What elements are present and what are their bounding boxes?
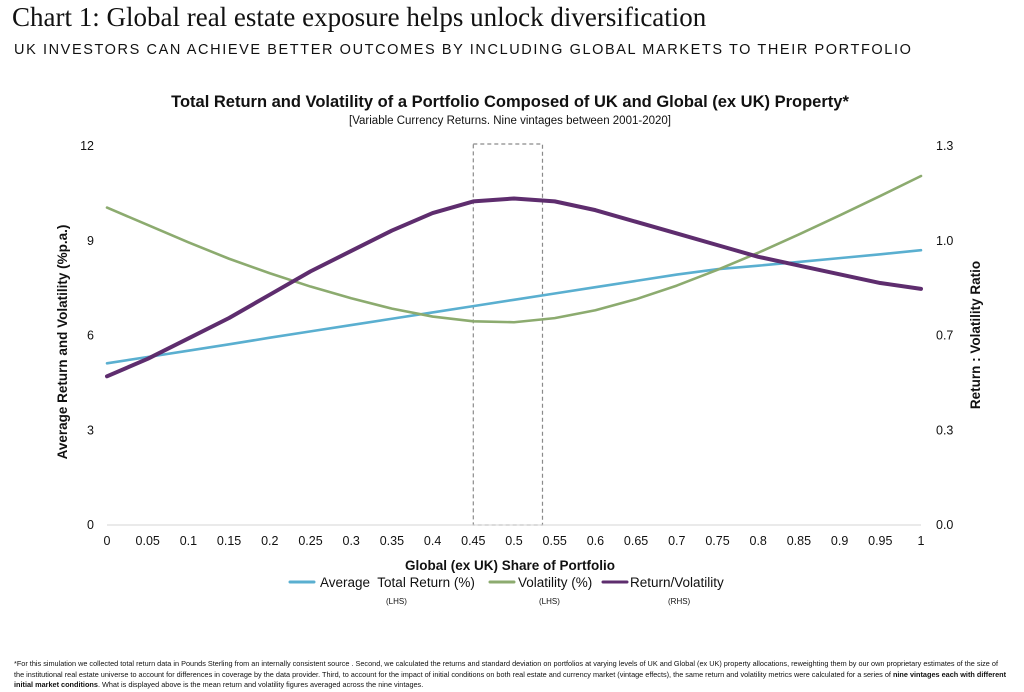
x-tick-label: 0.8: [750, 534, 767, 548]
chart: Total Return and Volatility of a Portfol…: [55, 93, 983, 606]
page-title: Chart 1: Global real estate exposure hel…: [12, 2, 707, 32]
legend: Average Total Return (%) (LHS) Volatilit…: [288, 575, 724, 606]
y-axis-label-left: Average Return and Volatility (%p.a.): [55, 225, 70, 460]
chart-subtitle: [Variable Currency Returns. Nine vintage…: [349, 115, 671, 127]
y-tick-label-right: 1.0: [936, 234, 953, 248]
legend-label-volatility: Volatility (%): [518, 575, 592, 590]
legend-label-total-return: Average Total Return (%): [320, 575, 475, 590]
footnote-bold: nine vintages each with different initia…: [14, 669, 1007, 690]
y-tick-label-left: 3: [87, 423, 94, 437]
footnote-text-1: *For this simulation we collected total …: [14, 659, 998, 679]
chart-title: Total Return and Volatility of a Portfol…: [171, 93, 849, 111]
x-tick-label: 0.45: [461, 534, 485, 548]
legend-note-return-volatility: (RHS): [668, 597, 691, 606]
legend-note-total-return: (LHS): [386, 597, 407, 606]
y-tick-label-left: 6: [87, 329, 94, 343]
x-tick-label: 0.95: [868, 534, 892, 548]
x-tick-label: 0.2: [261, 534, 278, 548]
x-tick-label: 0: [104, 534, 111, 548]
x-tick-label: 1: [918, 534, 925, 548]
y-tick-label-right: 0.7: [936, 329, 953, 343]
legend-label-return-volatility: Return/Volatility: [630, 575, 724, 590]
x-tick-label: 0.7: [668, 534, 685, 548]
y-tick-label-right: 1.3: [936, 139, 953, 153]
x-tick-label: 0.85: [787, 534, 811, 548]
x-tick-label: 0.9: [831, 534, 848, 548]
page-subtitle: UK INVESTORS CAN ACHIEVE BETTER OUTCOMES…: [14, 42, 913, 58]
y-axis-label-right: Return : Volatility Ratio: [968, 261, 983, 409]
x-tick-label: 0.05: [136, 534, 160, 548]
y-tick-label-left: 0: [87, 518, 94, 532]
x-tick-label: 0.25: [298, 534, 322, 548]
y-tick-label-right: 0.3: [936, 423, 953, 437]
x-tick-label: 0.15: [217, 534, 241, 548]
x-tick-label: 0.3: [343, 534, 360, 548]
legend-item-volatility: Volatility (%) (LHS): [488, 575, 592, 606]
footnote-text-2: . What is displayed above is the mean re…: [97, 680, 424, 689]
legend-note-volatility: (LHS): [539, 597, 560, 606]
x-tick-label: 0.75: [705, 534, 729, 548]
series-line-return-volatility: [105, 196, 923, 379]
series-line-volatility: [105, 174, 923, 324]
legend-item-return-volatility: Return/Volatility (RHS): [601, 575, 724, 606]
x-axis-label: Global (ex UK) Share of Portfolio: [405, 558, 615, 573]
x-tick-label: 0.55: [543, 534, 567, 548]
y-tick-label-right: 0.0: [936, 518, 953, 532]
x-tick-label: 0.35: [380, 534, 404, 548]
y-tick-label-left: 12: [80, 139, 94, 153]
x-tick-label: 0.5: [505, 534, 522, 548]
x-tick-label: 0.1: [180, 534, 197, 548]
legend-item-total-return: Average Total Return (%) (LHS): [288, 575, 475, 606]
y-tick-label-left: 9: [87, 234, 94, 248]
x-tick-label: 0.4: [424, 534, 441, 548]
x-tick-label: 0.6: [587, 534, 604, 548]
footnote: *For this simulation we collected total …: [14, 659, 1010, 691]
x-tick-label: 0.65: [624, 534, 648, 548]
